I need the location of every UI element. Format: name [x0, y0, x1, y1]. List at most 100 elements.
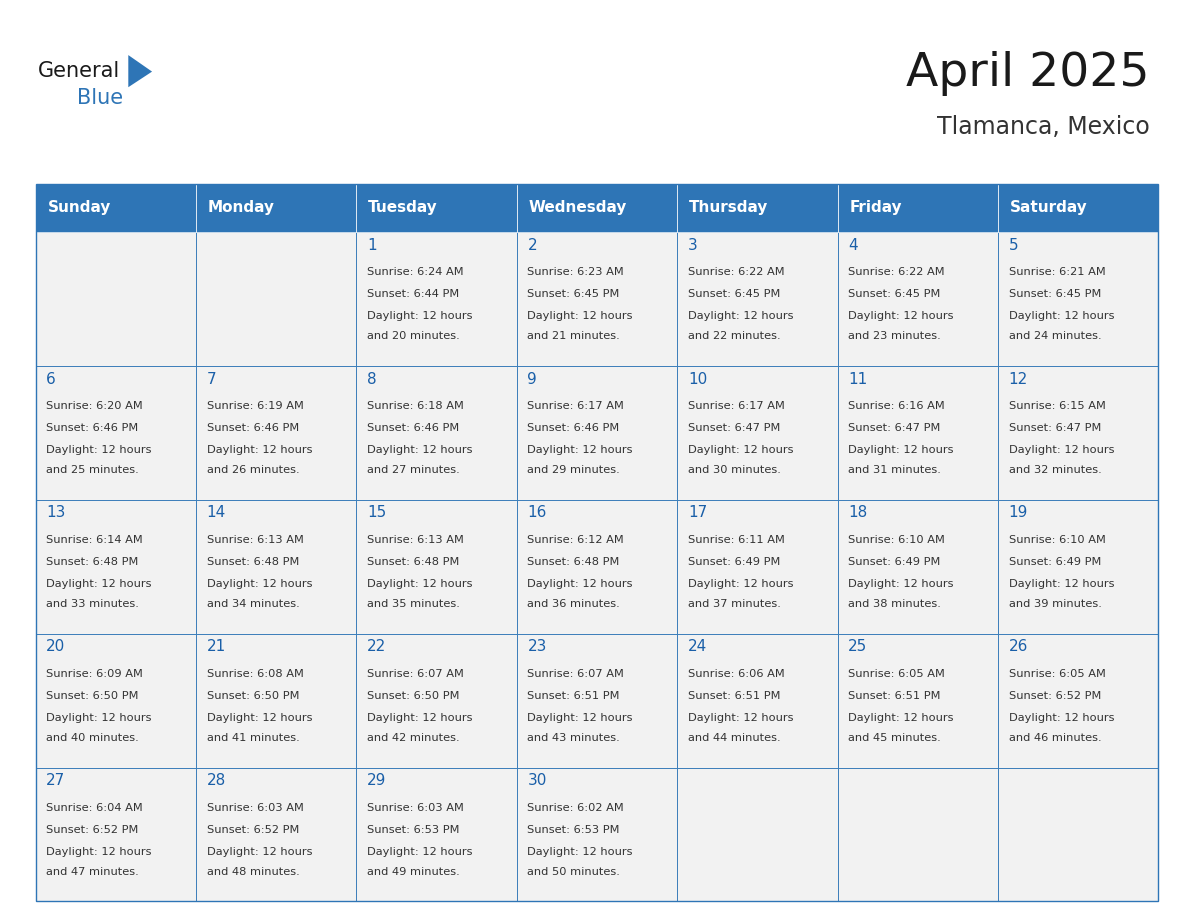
Bar — [196, 232, 356, 366]
Text: Sunset: 6:47 PM: Sunset: 6:47 PM — [688, 423, 781, 433]
Text: Sunset: 6:49 PM: Sunset: 6:49 PM — [688, 557, 781, 566]
Text: 20: 20 — [46, 639, 65, 655]
Text: 12: 12 — [1009, 372, 1028, 386]
Text: Sunset: 6:53 PM: Sunset: 6:53 PM — [367, 824, 460, 834]
Text: 13: 13 — [46, 506, 65, 521]
Bar — [838, 633, 998, 767]
Bar — [677, 500, 838, 633]
Text: Sunrise: 6:11 AM: Sunrise: 6:11 AM — [688, 535, 785, 544]
Bar — [356, 232, 517, 366]
Text: 3: 3 — [688, 238, 697, 252]
Text: and 29 minutes.: and 29 minutes. — [527, 465, 620, 476]
Text: Daylight: 12 hours: Daylight: 12 hours — [688, 445, 794, 455]
Text: Sunset: 6:49 PM: Sunset: 6:49 PM — [1009, 557, 1101, 566]
Text: Sunrise: 6:14 AM: Sunrise: 6:14 AM — [46, 535, 143, 544]
Bar — [998, 184, 1158, 232]
Bar — [36, 184, 1158, 901]
Text: Thursday: Thursday — [689, 200, 769, 216]
Bar — [677, 633, 838, 767]
Text: Sunrise: 6:15 AM: Sunrise: 6:15 AM — [1009, 401, 1106, 411]
Text: and 39 minutes.: and 39 minutes. — [1009, 599, 1101, 609]
Text: and 44 minutes.: and 44 minutes. — [688, 733, 781, 743]
Text: Blue: Blue — [77, 88, 124, 108]
Text: Sunrise: 6:18 AM: Sunrise: 6:18 AM — [367, 401, 465, 411]
Text: and 20 minutes.: and 20 minutes. — [367, 331, 460, 341]
Text: and 24 minutes.: and 24 minutes. — [1009, 331, 1101, 341]
Text: Sunset: 6:45 PM: Sunset: 6:45 PM — [527, 289, 620, 299]
Text: Tlamanca, Mexico: Tlamanca, Mexico — [937, 115, 1150, 139]
Text: and 36 minutes.: and 36 minutes. — [527, 599, 620, 609]
Text: and 48 minutes.: and 48 minutes. — [207, 867, 299, 877]
Text: 22: 22 — [367, 639, 386, 655]
Text: Sunset: 6:45 PM: Sunset: 6:45 PM — [688, 289, 781, 299]
Text: 23: 23 — [527, 639, 546, 655]
Text: Sunset: 6:51 PM: Sunset: 6:51 PM — [688, 690, 781, 700]
Text: Daylight: 12 hours: Daylight: 12 hours — [46, 846, 152, 856]
Text: Daylight: 12 hours: Daylight: 12 hours — [207, 712, 312, 722]
Bar — [517, 232, 677, 366]
Text: Sunrise: 6:21 AM: Sunrise: 6:21 AM — [1009, 267, 1105, 277]
Text: Sunset: 6:46 PM: Sunset: 6:46 PM — [527, 423, 620, 433]
Text: and 37 minutes.: and 37 minutes. — [688, 599, 781, 609]
Text: 8: 8 — [367, 372, 377, 386]
Text: Sunrise: 6:05 AM: Sunrise: 6:05 AM — [1009, 668, 1106, 678]
Text: Sunrise: 6:03 AM: Sunrise: 6:03 AM — [367, 802, 465, 812]
Text: Daylight: 12 hours: Daylight: 12 hours — [207, 846, 312, 856]
Text: 7: 7 — [207, 372, 216, 386]
Text: and 30 minutes.: and 30 minutes. — [688, 465, 781, 476]
Bar — [356, 366, 517, 500]
Bar — [356, 500, 517, 633]
Text: Sunset: 6:52 PM: Sunset: 6:52 PM — [1009, 690, 1101, 700]
Text: Daylight: 12 hours: Daylight: 12 hours — [848, 712, 954, 722]
Text: Daylight: 12 hours: Daylight: 12 hours — [367, 579, 473, 588]
Text: Sunrise: 6:02 AM: Sunrise: 6:02 AM — [527, 802, 624, 812]
Text: Sunrise: 6:17 AM: Sunrise: 6:17 AM — [688, 401, 785, 411]
Text: Sunset: 6:50 PM: Sunset: 6:50 PM — [46, 690, 139, 700]
Text: Daylight: 12 hours: Daylight: 12 hours — [848, 445, 954, 455]
Bar — [196, 767, 356, 901]
Text: Daylight: 12 hours: Daylight: 12 hours — [46, 445, 152, 455]
Text: 1: 1 — [367, 238, 377, 252]
Text: Sunrise: 6:22 AM: Sunrise: 6:22 AM — [848, 267, 944, 277]
Bar — [998, 232, 1158, 366]
Text: Sunset: 6:48 PM: Sunset: 6:48 PM — [46, 557, 139, 566]
Text: Daylight: 12 hours: Daylight: 12 hours — [688, 712, 794, 722]
Text: Daylight: 12 hours: Daylight: 12 hours — [46, 579, 152, 588]
Text: and 31 minutes.: and 31 minutes. — [848, 465, 941, 476]
Text: Sunrise: 6:13 AM: Sunrise: 6:13 AM — [367, 535, 465, 544]
Text: 5: 5 — [1009, 238, 1018, 252]
Text: 21: 21 — [207, 639, 226, 655]
Text: and 41 minutes.: and 41 minutes. — [207, 733, 299, 743]
Text: Sunrise: 6:12 AM: Sunrise: 6:12 AM — [527, 535, 624, 544]
Text: Monday: Monday — [208, 200, 274, 216]
Text: and 40 minutes.: and 40 minutes. — [46, 733, 139, 743]
Bar — [356, 184, 517, 232]
Text: and 26 minutes.: and 26 minutes. — [207, 465, 299, 476]
Text: and 27 minutes.: and 27 minutes. — [367, 465, 460, 476]
Text: Sunset: 6:45 PM: Sunset: 6:45 PM — [848, 289, 941, 299]
Bar — [36, 366, 196, 500]
Text: Sunset: 6:46 PM: Sunset: 6:46 PM — [207, 423, 299, 433]
Bar — [36, 633, 196, 767]
Text: Daylight: 12 hours: Daylight: 12 hours — [527, 846, 633, 856]
Text: Friday: Friday — [849, 200, 902, 216]
Bar — [838, 500, 998, 633]
Text: 18: 18 — [848, 506, 867, 521]
Bar — [196, 500, 356, 633]
Text: April 2025: April 2025 — [906, 50, 1150, 96]
Text: Sunrise: 6:22 AM: Sunrise: 6:22 AM — [688, 267, 784, 277]
Text: Sunrise: 6:05 AM: Sunrise: 6:05 AM — [848, 668, 946, 678]
Bar — [36, 184, 196, 232]
Text: Sunset: 6:45 PM: Sunset: 6:45 PM — [1009, 289, 1101, 299]
Text: and 42 minutes.: and 42 minutes. — [367, 733, 460, 743]
Text: Sunrise: 6:06 AM: Sunrise: 6:06 AM — [688, 668, 784, 678]
Text: Daylight: 12 hours: Daylight: 12 hours — [367, 311, 473, 321]
Text: 16: 16 — [527, 506, 546, 521]
Text: Saturday: Saturday — [1010, 200, 1087, 216]
Bar — [677, 767, 838, 901]
Text: Sunrise: 6:20 AM: Sunrise: 6:20 AM — [46, 401, 143, 411]
Bar — [998, 633, 1158, 767]
Text: and 32 minutes.: and 32 minutes. — [1009, 465, 1101, 476]
Bar — [196, 633, 356, 767]
Text: Sunrise: 6:24 AM: Sunrise: 6:24 AM — [367, 267, 463, 277]
